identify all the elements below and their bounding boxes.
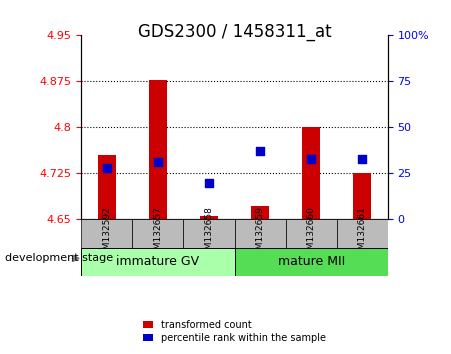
Text: mature MII: mature MII xyxy=(277,256,345,268)
Text: GSM132657: GSM132657 xyxy=(153,206,162,261)
FancyBboxPatch shape xyxy=(132,219,184,248)
Point xyxy=(308,156,315,161)
FancyBboxPatch shape xyxy=(184,219,235,248)
Bar xyxy=(149,80,167,219)
Point xyxy=(154,160,161,165)
Text: GSM132661: GSM132661 xyxy=(358,206,367,261)
Bar xyxy=(200,216,218,219)
FancyBboxPatch shape xyxy=(81,248,235,276)
Point xyxy=(359,156,366,161)
Text: GSM132658: GSM132658 xyxy=(204,206,213,261)
Text: GSM132660: GSM132660 xyxy=(307,206,316,261)
Text: GSM132659: GSM132659 xyxy=(256,206,265,261)
Legend: transformed count, percentile rank within the sample: transformed count, percentile rank withi… xyxy=(140,317,329,346)
Bar xyxy=(354,173,371,219)
Bar xyxy=(98,155,115,219)
Bar xyxy=(302,127,320,219)
FancyBboxPatch shape xyxy=(337,219,388,248)
Point xyxy=(205,180,212,185)
FancyBboxPatch shape xyxy=(81,219,132,248)
Point xyxy=(103,165,110,171)
Text: development stage: development stage xyxy=(5,253,113,263)
FancyBboxPatch shape xyxy=(235,248,388,276)
Bar xyxy=(251,206,269,219)
Point xyxy=(257,149,264,154)
FancyBboxPatch shape xyxy=(235,219,285,248)
Text: GDS2300 / 1458311_at: GDS2300 / 1458311_at xyxy=(138,23,331,41)
Text: GSM132592: GSM132592 xyxy=(102,206,111,261)
Text: immature GV: immature GV xyxy=(116,256,199,268)
FancyBboxPatch shape xyxy=(285,219,337,248)
